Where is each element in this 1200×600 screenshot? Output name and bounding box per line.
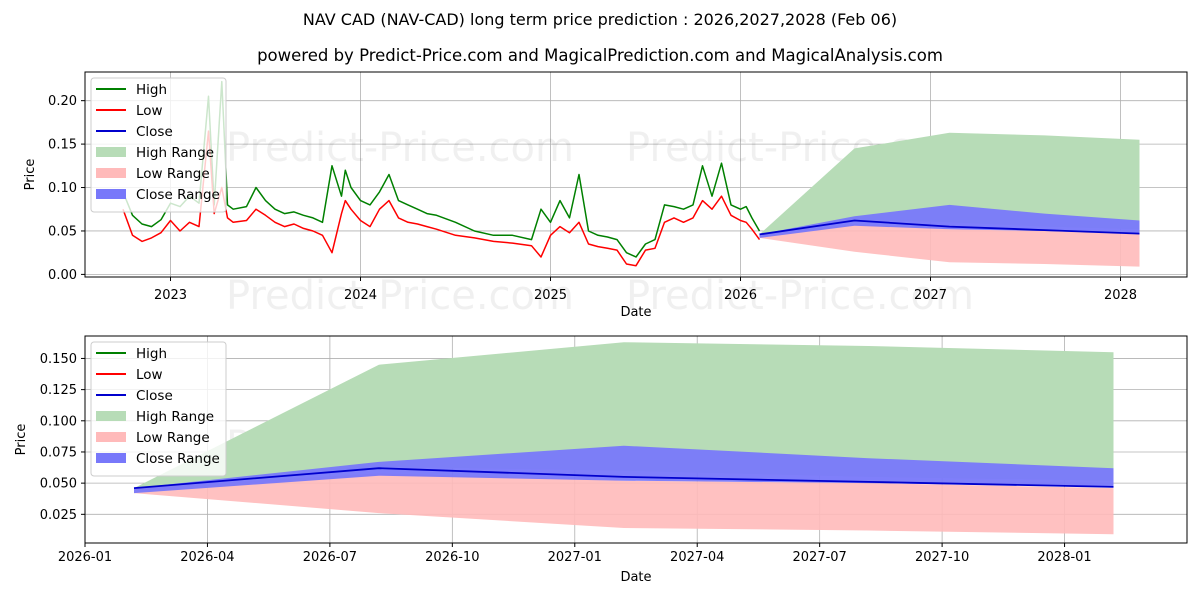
- close-forecast-line: [133, 467, 1114, 489]
- legend-box: [90, 77, 227, 213]
- legend-low-label: Low: [136, 367, 163, 383]
- high-range-band: [134, 342, 1114, 489]
- x-tick-label: 2027-04: [670, 550, 724, 565]
- y-tick-label: 0.15: [48, 138, 77, 153]
- x-tick-label: 2024: [344, 288, 377, 303]
- x-tick-label: 2027: [914, 288, 947, 303]
- legend-close-label: Close: [136, 124, 173, 140]
- legend-high-range-label: High Range: [136, 145, 214, 161]
- legend-high-range-swatch: [96, 147, 126, 157]
- x-tick-label: 2027-01: [548, 550, 602, 565]
- plot-area: [133, 342, 1114, 535]
- legend-close-range-swatch: [96, 189, 126, 199]
- legend-high-label: High: [136, 346, 167, 362]
- watermark-text: Predict-Price.com: [226, 125, 574, 171]
- x-tick-label: 2026-07: [303, 550, 357, 565]
- y-tick-label: 0.125: [40, 383, 77, 398]
- forecast-zoom-chart: Predict-Price.comPredict-Price.com2026-0…: [14, 335, 1188, 585]
- x-tick-label: 2026-01: [58, 550, 112, 565]
- y-tick-label: 0.10: [48, 181, 77, 196]
- close-forecast-line: [759, 219, 1140, 236]
- x-tick-label: 2026-10: [425, 550, 479, 565]
- y-tick-label: 0.05: [48, 224, 77, 239]
- chart-subtitle: powered by Predict-Price.com and Magical…: [257, 46, 943, 65]
- x-tick-label: 2028-01: [1037, 550, 1091, 565]
- low-range-band: [759, 224, 1140, 267]
- low-range-band: [134, 473, 1114, 535]
- y-tick-label: 0.00: [48, 268, 77, 283]
- legend: High Low Close High Range Low Range Close Ran…: [90, 341, 227, 477]
- legend: High Low Close High Range Low Range Close Ran…: [90, 77, 227, 213]
- x-tick-label: 2025: [534, 288, 567, 303]
- legend-high-label: High: [136, 82, 167, 98]
- y-tick-label: 0.20: [48, 94, 77, 109]
- x-tick-label: 2026-04: [180, 550, 234, 565]
- x-tick-label: 2023: [154, 288, 187, 303]
- legend-close-range-swatch: [96, 453, 126, 463]
- x-axis-label: Date: [620, 305, 651, 320]
- y-tick-label: 0.050: [40, 477, 77, 492]
- x-tick-label: 2026: [724, 288, 757, 303]
- axes-frame: [84, 335, 1188, 544]
- legend-low-range-label: Low Range: [136, 430, 210, 446]
- legend-low-range-label: Low Range: [136, 166, 210, 182]
- legend-close-label: Close: [136, 388, 173, 404]
- watermark-text: Predict-Price.com: [626, 273, 974, 319]
- x-tick-label: 2027-07: [793, 550, 847, 565]
- chart-title: NAV CAD (NAV-CAD) long term price predic…: [302, 10, 898, 29]
- y-tick-label: 0.150: [40, 352, 77, 367]
- x-tick-label: 2027-10: [915, 550, 969, 565]
- legend-low-range-swatch: [96, 432, 126, 442]
- legend-box: [90, 341, 227, 477]
- y-axis-label: Price: [23, 159, 38, 191]
- legend-high-range-swatch: [96, 411, 126, 421]
- long-term-chart: Predict-Price.com Predict-Price.com Predic…: [23, 71, 1188, 320]
- watermark-text: Predict-Price.com: [226, 273, 574, 319]
- axes-frame: [84, 71, 1188, 278]
- y-axis-label: Price: [14, 424, 29, 456]
- legend-low-label: Low: [136, 103, 163, 119]
- y-tick-label: 0.075: [40, 445, 77, 460]
- y-tick-label: 0.025: [40, 508, 77, 523]
- y-tick-label: 0.100: [40, 414, 77, 429]
- legend-low-range-swatch: [96, 168, 126, 178]
- legend-close-range-label: Close Range: [136, 451, 220, 467]
- plot-area: [122, 80, 1140, 267]
- legend-high-range-label: High Range: [136, 409, 214, 425]
- x-tick-label: 2028: [1104, 288, 1137, 303]
- legend-close-range-label: Close Range: [136, 187, 220, 203]
- high-range-band: [759, 132, 1140, 235]
- x-axis-label: Date: [620, 570, 651, 585]
